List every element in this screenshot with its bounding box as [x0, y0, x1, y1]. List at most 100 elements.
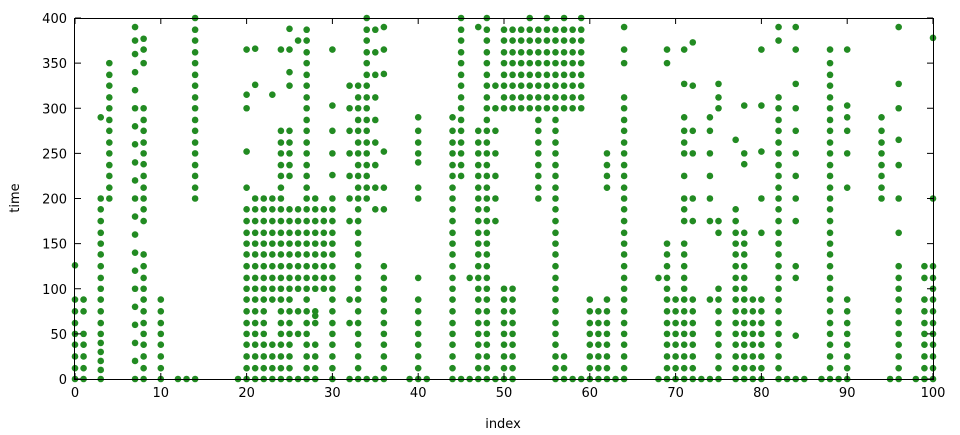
data-point: [680, 195, 688, 202]
data-point: [826, 274, 834, 282]
data-point: [354, 150, 362, 157]
data-point: [346, 296, 353, 303]
data-point: [449, 206, 456, 213]
data-point: [543, 94, 551, 101]
data-point: [449, 150, 456, 157]
data-point: [303, 71, 310, 79]
data-point: [732, 229, 739, 237]
data-point: [277, 184, 285, 191]
data-point: [277, 206, 285, 213]
data-point: [535, 150, 542, 157]
data-point: [483, 48, 491, 56]
data-point: [354, 161, 362, 169]
data-point: [680, 285, 688, 293]
data-point: [157, 341, 165, 349]
data-point: [372, 26, 379, 34]
data-point: [363, 139, 371, 146]
data-point: [543, 82, 551, 89]
data-point: [80, 330, 87, 338]
data-point: [500, 71, 508, 79]
data-point: [131, 267, 139, 275]
data-point: [449, 274, 456, 282]
data-point: [921, 262, 928, 270]
data-point: [303, 330, 310, 338]
data-point: [500, 308, 508, 315]
data-point: [277, 229, 285, 237]
data-point: [560, 59, 568, 67]
data-point: [603, 172, 611, 180]
data-point: [303, 353, 310, 360]
data-point: [243, 274, 250, 282]
data-point: [749, 330, 757, 338]
data-point: [277, 330, 285, 338]
x-tick-label: 40: [410, 386, 427, 401]
data-point: [311, 240, 319, 247]
data-point: [595, 319, 602, 327]
data-point: [363, 161, 371, 169]
data-point: [303, 229, 310, 237]
data-point: [140, 195, 147, 202]
data-point: [603, 319, 611, 327]
data-point: [243, 251, 250, 258]
data-point: [474, 353, 482, 360]
data-point: [243, 104, 250, 112]
data-point: [251, 330, 259, 338]
data-point: [286, 285, 293, 293]
data-point: [775, 184, 782, 191]
data-point: [672, 353, 679, 360]
data-point: [517, 37, 525, 44]
data-point: [346, 127, 353, 135]
data-point: [294, 308, 302, 315]
data-point: [483, 285, 491, 293]
data-point: [286, 262, 293, 270]
data-point: [826, 71, 834, 79]
data-point: [775, 240, 782, 247]
data-point: [320, 240, 328, 247]
data-point: [449, 113, 456, 121]
data-point: [535, 116, 542, 124]
data-point: [363, 172, 371, 180]
data-point: [457, 82, 465, 89]
data-point: [895, 353, 902, 360]
data-point: [535, 26, 542, 34]
data-point: [758, 364, 765, 372]
data-point: [106, 71, 113, 79]
data-point: [269, 251, 276, 258]
data-point: [106, 195, 113, 202]
y-axis-label: time: [8, 183, 23, 212]
data-point: [346, 195, 353, 202]
data-point: [680, 150, 688, 157]
data-point: [792, 274, 800, 282]
data-point: [620, 94, 628, 101]
data-point: [131, 123, 139, 130]
data-point: [449, 127, 456, 135]
data-point: [277, 217, 285, 225]
data-point: [140, 364, 147, 372]
data-point: [552, 37, 559, 44]
data-point: [740, 364, 748, 372]
data-point: [311, 229, 319, 237]
data-point: [535, 82, 542, 89]
data-point: [715, 104, 722, 112]
data-point: [449, 184, 456, 191]
data-point: [311, 353, 319, 360]
data-point: [921, 330, 928, 338]
data-point: [775, 127, 782, 135]
data-point: [758, 296, 765, 303]
data-point: [354, 319, 362, 327]
data-point: [535, 71, 542, 79]
data-point: [655, 274, 662, 282]
data-point: [500, 285, 508, 293]
data-point: [243, 319, 250, 327]
data-point: [277, 341, 285, 349]
data-point: [492, 127, 499, 135]
data-points: [71, 14, 937, 383]
data-point: [500, 48, 508, 56]
x-axis: 0 10 20 30 40 50 60 70 80 90 100: [71, 18, 945, 401]
data-point: [372, 139, 379, 146]
data-point: [474, 262, 482, 270]
data-point: [663, 364, 671, 372]
data-point: [303, 82, 310, 89]
data-point: [380, 274, 388, 282]
data-point: [457, 116, 465, 124]
